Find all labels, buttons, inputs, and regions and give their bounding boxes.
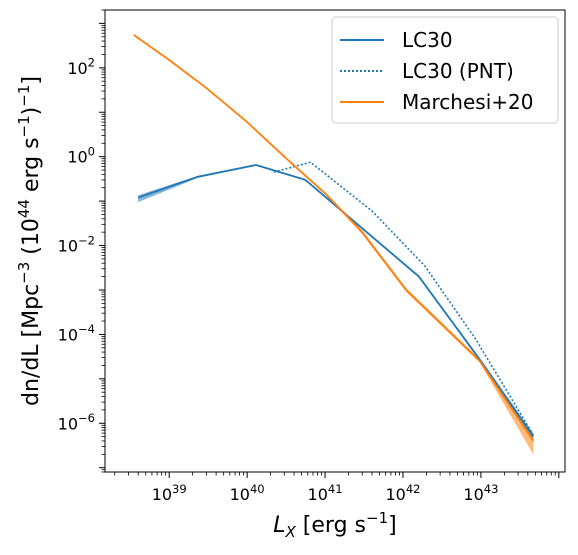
y-tick-label: 102 (67, 56, 95, 78)
x-tick-label: 1039 (152, 482, 187, 504)
y-tick-label: 100 (67, 144, 95, 166)
legend-box (331, 16, 559, 124)
series-line-1 (273, 161, 534, 436)
axes-frame (104, 9, 566, 473)
legend: LC30 LC30 (PNT) Marchesi+20 (331, 16, 559, 124)
plot-area (133, 34, 535, 455)
x-tick-label: 1042 (385, 482, 420, 504)
y-tick-label: 10−4 (58, 322, 95, 344)
legend-label-0: LC30 (402, 28, 453, 52)
legend-label-1: LC30 (PNT) (402, 59, 514, 83)
x-tick-label: 1043 (463, 482, 498, 504)
y-tick-label: 10−6 (58, 411, 95, 433)
x-axis-label: LX [erg s−1] (273, 509, 396, 541)
legend-label-2: Marchesi+20 (402, 90, 533, 114)
y-axis-label: dn/dL [Mpc−3 (1044 erg s−1)−1] (15, 76, 44, 406)
y-tick-label: 10−2 (58, 233, 95, 255)
x-tick-label: 1041 (308, 482, 343, 504)
series-line-2 (133, 34, 535, 442)
x-tick-label: 1040 (230, 482, 265, 504)
